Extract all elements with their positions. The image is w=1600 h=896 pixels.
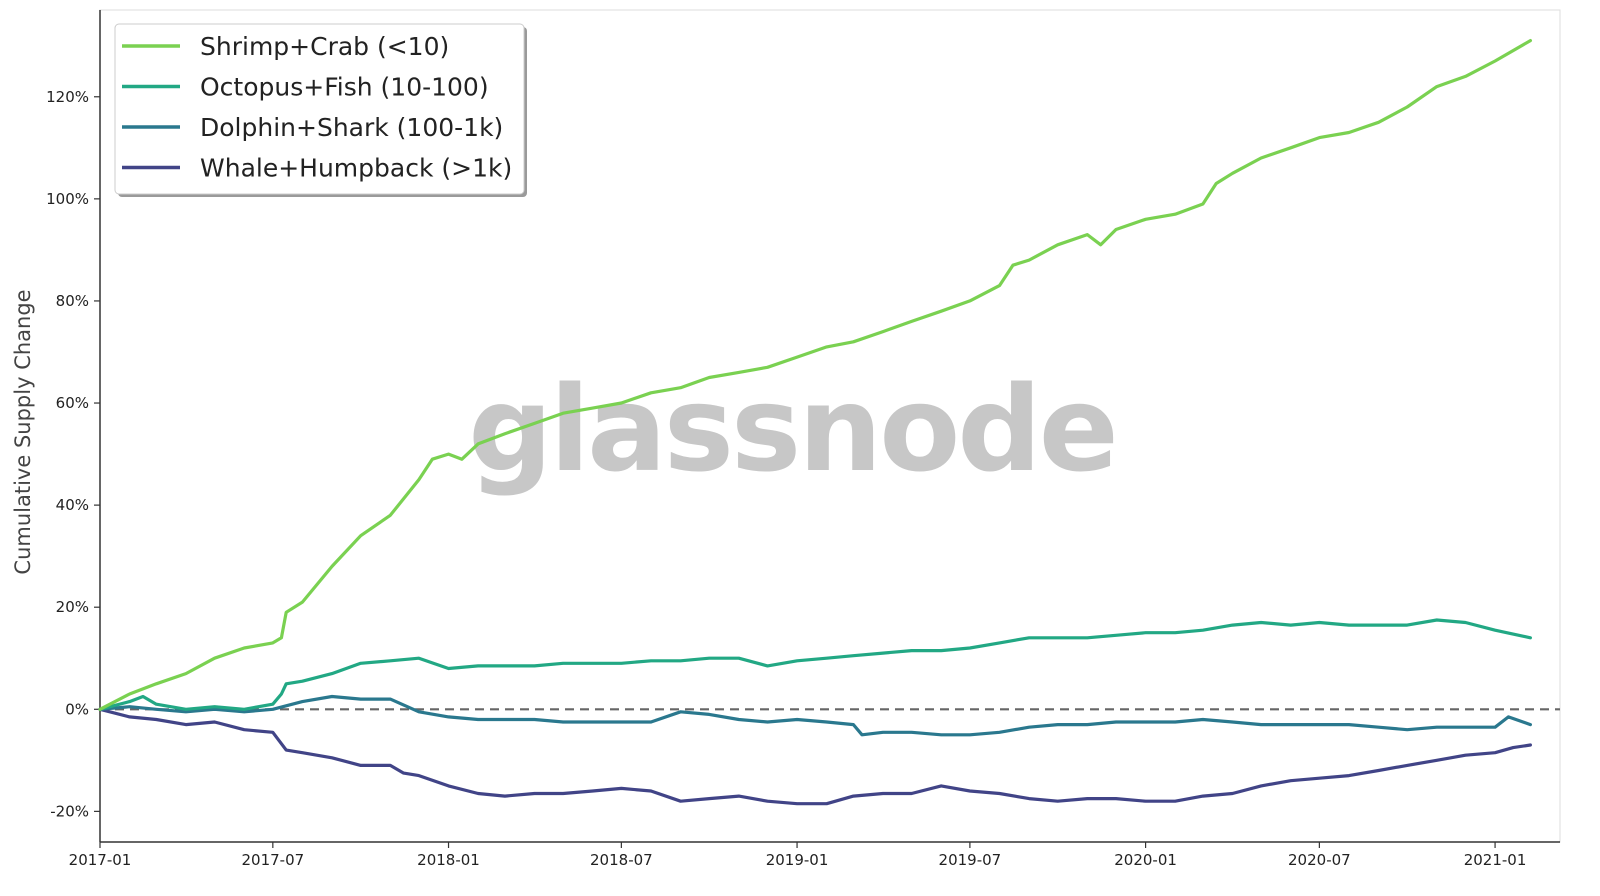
y-tick-label: 100% xyxy=(46,190,89,208)
series-line xyxy=(98,694,1532,737)
legend-label: Whale+Humpback (>1k) xyxy=(200,154,512,183)
x-tick-label: 2020-01 xyxy=(1114,851,1177,869)
series-line xyxy=(98,618,1532,711)
y-tick-label: 120% xyxy=(46,88,89,106)
x-tick-label: 2017-07 xyxy=(241,851,304,869)
legend-box xyxy=(114,23,525,195)
series-line xyxy=(98,39,1532,711)
y-tick-label: -20% xyxy=(50,802,89,820)
legend-label: Shrimp+Crab (<10) xyxy=(200,32,449,61)
legend-label: Octopus+Fish (10-100) xyxy=(200,73,489,102)
x-tick-label: 2019-01 xyxy=(766,851,829,869)
x-tick-label: 2019-07 xyxy=(939,851,1002,869)
series-layer xyxy=(98,39,1532,806)
legend: Shrimp+Crab (<10) Octopus+Fish (10-100) Do… xyxy=(114,23,527,197)
x-tick-label: 2020-07 xyxy=(1288,851,1351,869)
axes-layer: -20% 0% 20% 40% 60% 80% 100% 120% 2017-01 2017-07… xyxy=(46,9,1561,869)
legend-items: Shrimp+Crab (<10) Octopus+Fish (10-100) Do… xyxy=(122,32,512,183)
y-axis-title: Cumulative Supply Change xyxy=(11,289,35,574)
x-tick-label: 2017-01 xyxy=(69,851,132,869)
x-tick-label: 2018-01 xyxy=(417,851,480,869)
x-tick-label: 2021-01 xyxy=(1464,851,1527,869)
glassnode-watermark: glassnode xyxy=(468,360,1116,498)
series-line xyxy=(98,707,1532,806)
y-tick-label: 60% xyxy=(56,394,89,412)
y-tick-label: 20% xyxy=(56,598,89,616)
y-tick-label: 40% xyxy=(56,496,89,514)
y-tick-label: 0% xyxy=(65,700,89,718)
x-tick-label: 2018-07 xyxy=(590,851,653,869)
legend-label: Dolphin+Shark (100-1k) xyxy=(200,113,503,142)
y-tick-label: 80% xyxy=(56,292,89,310)
